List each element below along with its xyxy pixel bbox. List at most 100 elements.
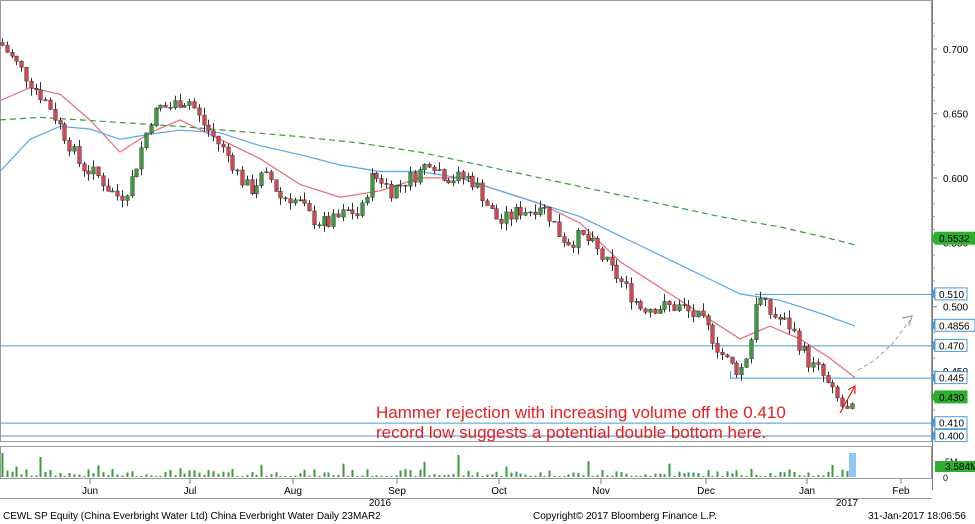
candle-body [600,248,605,260]
candle-body [509,211,514,220]
candle-body [470,175,475,188]
hammer-arrowhead [847,384,856,394]
volume-bar [193,470,196,477]
volume-bar [639,475,642,477]
volume-tick-label: 0 [943,473,948,483]
candle-body [331,213,336,227]
volume-bar [270,474,273,477]
x-month-label: Aug [284,486,302,497]
volume-bar [539,472,542,477]
candle-body [24,67,29,82]
volume-bar [462,475,465,477]
candle-body [576,229,581,248]
volume-bar [615,471,618,477]
candle-body [778,317,783,320]
candle-body [730,356,735,364]
candle-body [139,147,144,170]
volume-bar [807,472,810,477]
candle-body [840,397,845,407]
candle-body [187,101,192,106]
candle-body [370,172,375,198]
volume-bar [812,475,815,477]
volume-bar [150,475,153,477]
moving-average-line [0,116,856,246]
candle-body [725,354,730,358]
candle-body [168,107,173,109]
volume-bar [759,475,762,477]
volume-bar [779,471,782,477]
volume-bar [841,469,844,477]
projection-arrowhead [901,315,913,327]
candle-body [91,166,96,175]
volume-bar [740,475,743,477]
candle-body [662,301,667,310]
candle-body [43,99,48,102]
candle-body [624,281,629,284]
volume-bar [716,471,719,477]
candle-body [34,87,39,91]
candle-body [379,178,384,184]
projection-arrow [857,319,911,371]
volume-bar [577,472,580,477]
candle-body [235,169,240,172]
candle-body [456,171,461,182]
candle-body [787,317,792,330]
volume-bar [409,470,412,477]
volume-bar [299,473,302,477]
candle-body [163,104,168,108]
candle-body [250,179,255,194]
candle-body [216,135,221,145]
volume-bar [54,475,57,477]
volume-bar [337,474,340,477]
candle-body [643,308,648,313]
candle-body [298,199,303,202]
volume-bar [798,475,801,477]
volume-bar [582,475,585,477]
volume-bar [169,469,172,477]
candle-body [782,317,787,320]
volume-bar [548,470,551,477]
volume-bar [183,473,186,477]
volume-bar [457,455,460,477]
candle-body [701,310,706,317]
volume-bar [356,475,359,477]
volume-bar [241,476,244,477]
volume-bar [375,475,378,477]
price-label-pointer [931,416,935,429]
price-label: 0.510 [939,290,964,301]
candle-body [686,305,691,312]
candle-body [182,105,187,108]
price-label: 0.410 [939,419,964,430]
price-label: 0.5532 [939,234,970,245]
y-tick-label: 0.650 [943,110,968,121]
price-label-pointer [931,371,935,384]
candle-body [691,310,696,318]
volume-bar [423,461,426,477]
volume-bar [92,473,95,477]
candle-body [206,124,211,132]
candle-body [48,99,53,110]
volume-bar [783,472,786,477]
annotation-arrows [839,315,913,414]
volume-bar [284,476,287,477]
volume-bar [831,464,834,477]
candle-body [619,278,624,282]
candle-body [734,362,739,375]
volume-bar [121,475,124,477]
volume-bar [726,471,729,477]
volume-bar [515,471,518,477]
volume-bar [543,475,546,477]
volume-bar [721,475,724,477]
annotation-line-2: record low suggests a potential double b… [376,423,767,442]
volume-bar [630,475,633,477]
candle-body [542,207,547,209]
volume-bar [361,475,364,477]
candle-body [302,199,307,204]
volume-bar [491,474,494,477]
candle-body [269,171,274,180]
hammer-arrow [839,385,856,414]
candle-body [110,190,115,193]
candle-body [384,183,389,185]
candle-body [504,211,509,224]
